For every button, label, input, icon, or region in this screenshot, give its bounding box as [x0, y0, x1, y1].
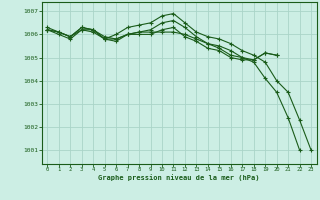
- X-axis label: Graphe pression niveau de la mer (hPa): Graphe pression niveau de la mer (hPa): [99, 174, 260, 181]
